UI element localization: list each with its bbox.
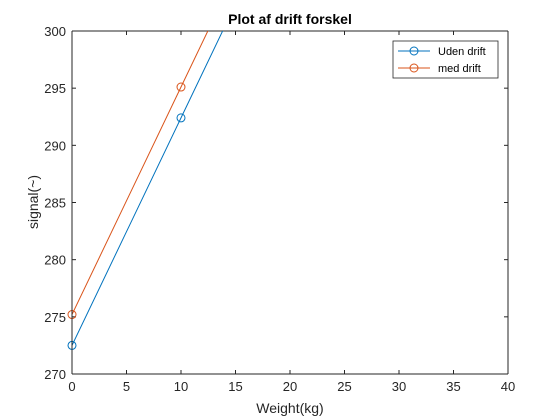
x-tick-label: 10 bbox=[174, 379, 188, 394]
legend-label-med-drift: med drift bbox=[438, 63, 481, 75]
plot-area bbox=[72, 31, 508, 374]
y-tick-label: 290 bbox=[44, 138, 66, 153]
x-tick-label: 0 bbox=[68, 379, 75, 394]
y-tick-label: 270 bbox=[44, 367, 66, 382]
legend-label-uden-drift: Uden drift bbox=[438, 46, 486, 58]
y-tick-label: 280 bbox=[44, 253, 66, 268]
y-axis-title: signal(~) bbox=[25, 175, 41, 229]
y-tick-label: 300 bbox=[44, 24, 66, 39]
y-tick-label: 275 bbox=[44, 310, 66, 325]
x-tick-label: 20 bbox=[283, 379, 297, 394]
series-line-med-drift bbox=[72, 31, 209, 315]
data-point-med-drift bbox=[176, 82, 186, 92]
legend-marker-med-drift bbox=[409, 63, 419, 73]
x-axis-title: Weight(kg) bbox=[256, 400, 323, 416]
y-tick-label: 285 bbox=[44, 196, 66, 211]
chart-title: Plot af drift forskel bbox=[228, 11, 352, 27]
series-line-uden-drift bbox=[72, 31, 224, 346]
legend-box bbox=[392, 40, 499, 79]
x-tick-label: 25 bbox=[337, 379, 351, 394]
x-tick-label: 5 bbox=[123, 379, 130, 394]
x-tick-label: 15 bbox=[228, 379, 242, 394]
x-tick-label: 30 bbox=[392, 379, 406, 394]
legend: Uden drift med drift bbox=[392, 40, 499, 79]
x-tick-label: 35 bbox=[446, 379, 460, 394]
y-tick-label: 295 bbox=[44, 81, 66, 96]
x-tick-label: 40 bbox=[501, 379, 515, 394]
legend-marker-uden-drift bbox=[409, 46, 419, 56]
data-point-uden-drift bbox=[176, 113, 186, 123]
